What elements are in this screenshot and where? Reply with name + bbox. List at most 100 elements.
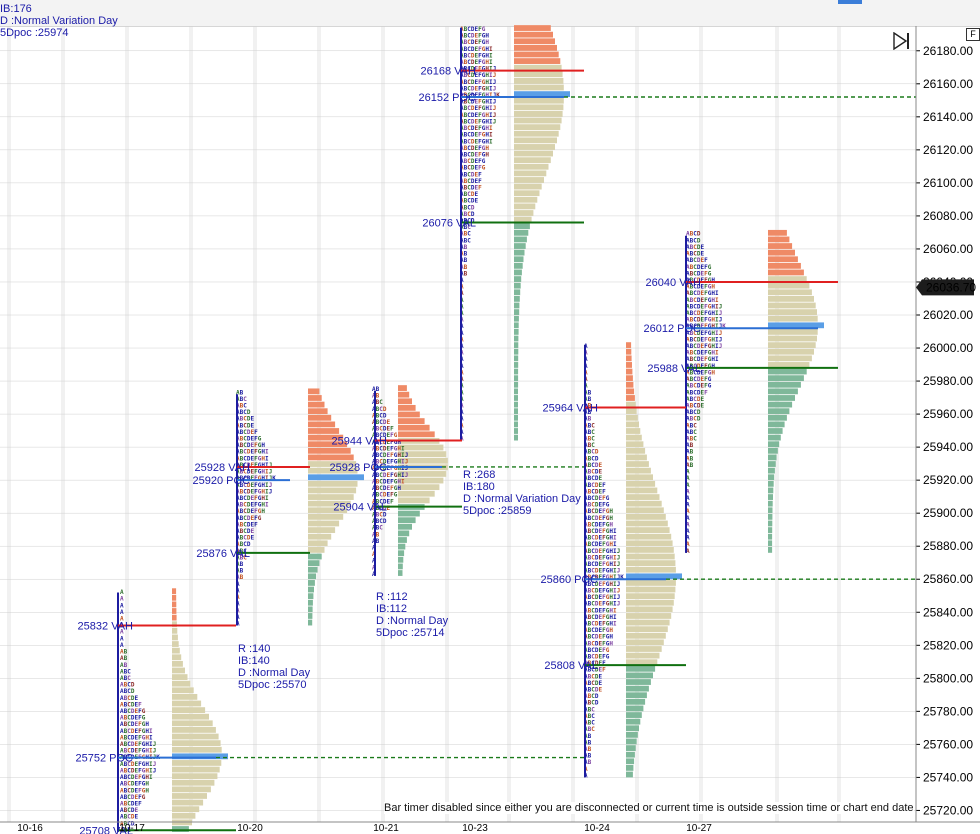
- tpo-row: ABCDE: [236, 535, 255, 542]
- tpo-row: A: [686, 482, 690, 489]
- profile-bar: [768, 520, 773, 527]
- profile-bar: [626, 738, 637, 745]
- profile-bar: [172, 634, 178, 641]
- tpo-row: ABCDEFGHIJ: [460, 118, 496, 125]
- tpo-row: ABCDEFGHIJ: [686, 317, 722, 324]
- profile-bar: [514, 77, 564, 84]
- profile-bar: [172, 693, 198, 700]
- tpo-row: A: [686, 548, 690, 555]
- profile-bar: [626, 685, 649, 692]
- profile-bar: [514, 163, 549, 170]
- y-tick-label: 26080.00: [923, 209, 973, 223]
- profile-bar: [768, 507, 773, 514]
- profile-bar: [514, 236, 527, 243]
- profile-bar: [514, 243, 526, 249]
- tpo-row: ABCDEFG: [584, 647, 610, 654]
- profile-bar: [308, 520, 340, 527]
- tpo-row: ABCDEFGH: [460, 33, 489, 40]
- profile-bar: [768, 500, 773, 507]
- play-to-end-icon[interactable]: [892, 31, 912, 51]
- tpo-row: ABCDE: [236, 528, 255, 535]
- profile-bar: [626, 692, 647, 699]
- x-tick-label: 10-16: [17, 823, 43, 834]
- profile-bar: [768, 256, 798, 263]
- profile-bar: [308, 606, 313, 613]
- profile-bar: [172, 727, 216, 733]
- x-tick-label: 10-21: [373, 823, 399, 834]
- tpo-row: ABCDE: [236, 416, 255, 423]
- tpo-row: ABCDEFGH: [236, 442, 265, 449]
- profile-bar: [626, 467, 651, 474]
- tpo-row: AB: [372, 386, 380, 393]
- tpo-row: ABCDE: [120, 814, 139, 821]
- session-stat: IB:140: [238, 655, 270, 667]
- profile-bar: [514, 97, 564, 104]
- profile-bar: [626, 500, 662, 507]
- profile-bar: [308, 533, 332, 540]
- profile-bar: [172, 753, 228, 760]
- profile-bar: [768, 262, 801, 269]
- y-tick-label: 25880.00: [923, 539, 973, 553]
- session-stat: R :112: [376, 591, 408, 603]
- profile-bar: [514, 282, 521, 289]
- tpo-row: ABCDE: [584, 680, 603, 687]
- profile-bar: [172, 621, 177, 628]
- profile-bar: [768, 494, 773, 500]
- level-label: 26152 POC: [419, 92, 477, 104]
- profile-bar: [514, 177, 544, 183]
- tpo-row: ABCDEFGH: [120, 787, 149, 794]
- profile-bar: [514, 395, 518, 401]
- profile-bar: [626, 698, 646, 705]
- profile-bar: [398, 431, 435, 438]
- profile-bar: [768, 295, 814, 302]
- session-stat: D :Normal Variation Day: [0, 15, 118, 27]
- profile-bar: [398, 537, 407, 543]
- profile-bar: [398, 484, 440, 491]
- profile-bar: [514, 137, 557, 144]
- profile-bar: [514, 348, 519, 355]
- y-tick-label: 25980.00: [923, 374, 973, 388]
- profile-bar: [514, 25, 551, 31]
- profile-bar: [308, 395, 322, 401]
- tpo-row: ABCDEFGHI: [460, 125, 493, 132]
- profile-bar: [514, 421, 518, 428]
- tpo-row: ABCDEFGHI: [120, 734, 153, 741]
- profile-bar: [172, 641, 179, 647]
- y-tick-label: 25740.00: [923, 770, 973, 784]
- profile-bar: [514, 375, 519, 382]
- profile-bar: [172, 746, 222, 753]
- session-stat: IB:180: [463, 481, 495, 493]
- profile-bar: [626, 494, 660, 500]
- level-label: 25944 VAH: [332, 436, 388, 448]
- profile-bar: [514, 51, 559, 58]
- tpo-row: ABCDEFGHIJ: [460, 66, 496, 73]
- profile-bar: [626, 428, 641, 434]
- x-tick-label: 10-23: [462, 823, 488, 834]
- session-stat: 5Dpoc :25974: [0, 27, 69, 39]
- profile-bar: [626, 771, 633, 778]
- profile-bar: [308, 401, 325, 408]
- x-tick-label: 10-24: [584, 823, 610, 834]
- profile-bar: [172, 806, 200, 813]
- tpo-row: ABCDE: [120, 695, 139, 702]
- tpo-row: ABCDEF: [584, 482, 606, 489]
- session-profile-10-17: ABCABCDABCDEABCDEABCDEFABCDEFGABCDEFGHAB…: [117, 588, 228, 834]
- profile-bar: [172, 760, 222, 766]
- profile-bar: [398, 398, 412, 405]
- y-tick-label: 26000.00: [923, 341, 973, 355]
- tpo-row: ABCDEFGHIJ: [686, 343, 722, 350]
- profile-bar: [626, 659, 658, 666]
- profile-bar: [398, 563, 403, 570]
- profile-bar: [768, 282, 810, 289]
- profile-bar: [172, 680, 191, 687]
- tpo-row: ABCDEFGHIJ: [686, 336, 722, 343]
- tpo-row: ABCDEFGHI: [686, 290, 719, 297]
- profile-bar: [768, 329, 818, 335]
- profile-bar: [514, 256, 524, 263]
- profile-bar: [626, 626, 668, 633]
- profile-bar: [514, 401, 518, 408]
- profile-bar: [308, 573, 317, 580]
- corner-badge[interactable]: F: [966, 28, 980, 41]
- profile-bar: [308, 474, 364, 481]
